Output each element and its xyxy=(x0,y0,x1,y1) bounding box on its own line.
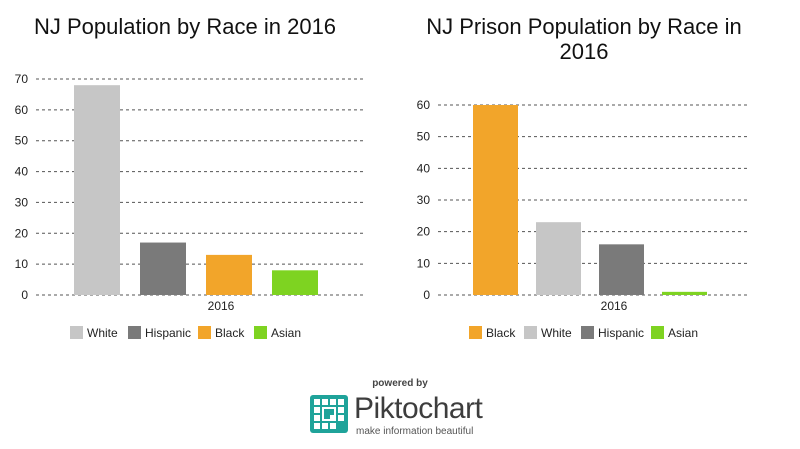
legend-label-asian: Asian xyxy=(271,326,301,340)
y-tick-label: 0 xyxy=(423,288,430,302)
chart-2: NJ Prison Population by Race in201601020… xyxy=(417,14,750,340)
legend-label-hispanic: Hispanic xyxy=(145,326,191,340)
legend-swatch-hispanic xyxy=(581,326,594,339)
chart-title: 2016 xyxy=(560,39,609,64)
legend-swatch-asian xyxy=(651,326,664,339)
bar-hispanic xyxy=(599,244,644,295)
chart-title: NJ Population by Race in 2016 xyxy=(34,14,336,39)
bar-asian xyxy=(272,270,318,295)
bar-black xyxy=(473,105,518,295)
powered-by-label: powered by xyxy=(372,378,428,389)
y-tick-label: 20 xyxy=(417,225,431,239)
y-tick-label: 30 xyxy=(417,193,431,207)
legend-swatch-white xyxy=(524,326,537,339)
piktochart-name: Piktochart xyxy=(354,392,483,425)
legend-swatch-black xyxy=(469,326,482,339)
piktochart-tagline: make information beautiful xyxy=(356,426,474,437)
legend-label-white: White xyxy=(87,326,118,340)
y-tick-label: 60 xyxy=(15,103,29,117)
legend-label-black: Black xyxy=(215,326,245,340)
bar-asian xyxy=(662,291,707,295)
legend-label-hispanic: Hispanic xyxy=(598,326,644,340)
y-tick-label: 40 xyxy=(15,165,29,179)
legend-label-white: White xyxy=(541,326,572,340)
bar-white xyxy=(74,85,120,296)
piktochart-branding[interactable]: powered by Piktochart make information b… xyxy=(300,378,500,440)
y-tick-label: 0 xyxy=(21,288,28,302)
bar-black xyxy=(206,254,252,295)
legend-swatch-hispanic xyxy=(128,326,141,339)
legend-swatch-black xyxy=(198,326,211,339)
y-tick-label: 30 xyxy=(15,195,29,209)
y-tick-label: 10 xyxy=(15,257,29,271)
x-category-label: 2016 xyxy=(601,299,628,313)
y-tick-label: 40 xyxy=(417,161,431,175)
bar-white xyxy=(536,222,581,295)
legend-swatch-white xyxy=(70,326,83,339)
y-tick-label: 50 xyxy=(417,130,431,144)
bar-hispanic xyxy=(140,242,186,295)
piktochart-logo-icon xyxy=(310,395,348,433)
legend-label-black: Black xyxy=(486,326,516,340)
chart-title: NJ Prison Population by Race in xyxy=(426,14,742,39)
legend-swatch-asian xyxy=(254,326,267,339)
legend-label-asian: Asian xyxy=(668,326,698,340)
y-tick-label: 60 xyxy=(417,98,431,112)
x-category-label: 2016 xyxy=(208,299,235,313)
y-tick-label: 50 xyxy=(15,134,29,148)
y-tick-label: 10 xyxy=(417,256,431,270)
y-tick-label: 20 xyxy=(15,226,29,240)
chart-1: NJ Population by Race in 2016 0 10 20 30 40 50… xyxy=(15,14,366,340)
y-tick-label: 70 xyxy=(15,72,29,86)
